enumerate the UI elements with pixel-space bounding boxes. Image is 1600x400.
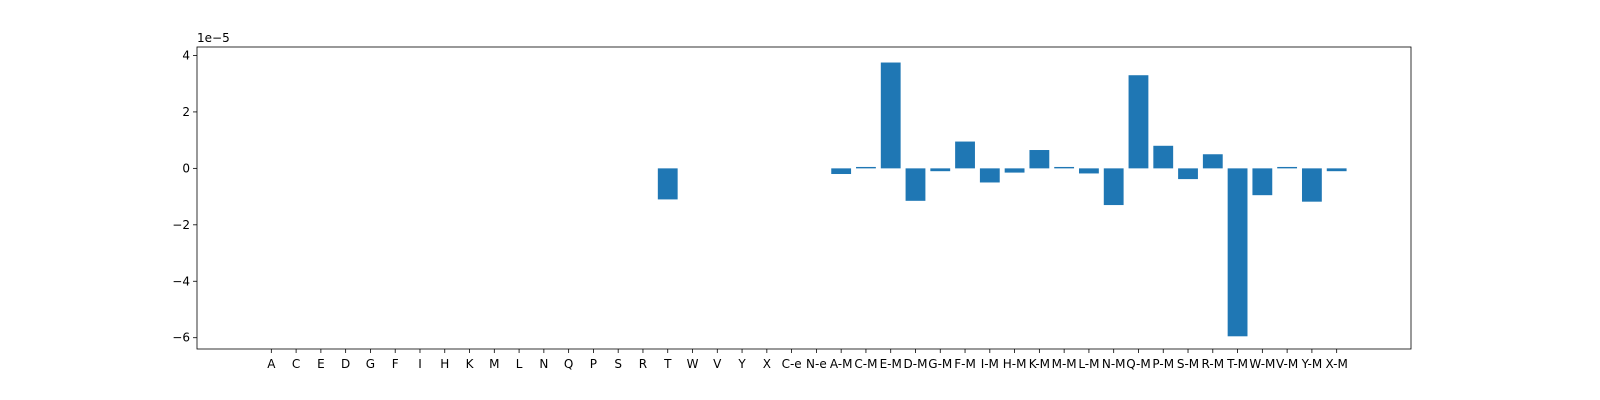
x-tick-label: W-M — [1249, 357, 1275, 371]
y-axis: 4 2 0 −2 −4 −6 — [172, 48, 197, 345]
bar-C-M — [856, 166, 876, 169]
x-tick-label: X-M — [1326, 357, 1348, 371]
bar-I-M — [979, 168, 1000, 183]
x-tick-label: I — [418, 357, 422, 371]
bar-Q-M — [1128, 75, 1149, 169]
x-tick-label: N — [539, 357, 548, 371]
bar-P-M — [1153, 145, 1174, 169]
x-tick-label: F — [392, 357, 399, 371]
y-tick-label: 0 — [182, 161, 190, 175]
bar-M-M — [1054, 166, 1075, 169]
x-tick-label: C-M — [854, 357, 877, 371]
x-tick-label: V — [713, 357, 722, 371]
x-tick-label: N-M — [1102, 357, 1126, 371]
bar-R-M — [1202, 154, 1223, 169]
x-tick-label: C — [292, 357, 300, 371]
x-tick-label: R — [639, 357, 647, 371]
y-tick-label: −4 — [172, 274, 190, 288]
x-tick-label: X — [763, 357, 771, 371]
x-tick-label: E-M — [880, 357, 902, 371]
x-tick-label: P — [590, 357, 597, 371]
bar-A-M — [831, 168, 852, 175]
x-tick-label: E — [317, 357, 325, 371]
x-tick-label: Q — [564, 357, 573, 371]
x-tick-label: W — [687, 357, 699, 371]
bar-T-M — [1227, 168, 1248, 337]
bar-X-M — [1326, 168, 1347, 172]
bar-D-M — [905, 168, 926, 201]
x-tick-label: F-M — [954, 357, 976, 371]
x-tick-label: H — [440, 357, 449, 371]
x-tick-label: A — [267, 357, 276, 371]
x-tick-label: M-M — [1052, 357, 1077, 371]
x-tick-label: V-M — [1276, 357, 1298, 371]
x-axis: A C E D G F I H K M L N Q P S R T W V Y X C-e N-e A-M C-M E-M D-M G… — [267, 349, 1348, 371]
x-tick-label: G-M — [928, 357, 952, 371]
x-tick-label: M — [489, 357, 499, 371]
bar-N-M — [1103, 168, 1124, 206]
x-tick-label: L — [516, 357, 523, 371]
x-tick-label: C-e — [782, 357, 802, 371]
x-tick-label: D — [341, 357, 350, 371]
x-tick-label: T — [663, 357, 672, 371]
x-tick-label: D-M — [904, 357, 928, 371]
bar-F-M — [955, 141, 975, 169]
x-tick-label: T-M — [1226, 357, 1248, 371]
x-tick-label: H-M — [1003, 357, 1027, 371]
bar-W-M — [1252, 168, 1273, 196]
bar-S-M — [1178, 168, 1198, 180]
x-tick-label: S — [614, 357, 622, 371]
x-tick-label: I-M — [981, 357, 999, 371]
x-tick-label: A-M — [830, 357, 853, 371]
x-tick-label: Y — [737, 357, 746, 371]
x-tick-label: P-M — [1152, 357, 1174, 371]
x-tick-label: Y-M — [1301, 357, 1323, 371]
y-tick-label: −6 — [172, 331, 190, 345]
bar-K-M — [1029, 150, 1050, 169]
y-tick-label: 4 — [182, 48, 190, 62]
plot-frame — [196, 46, 1412, 350]
bar-G-M — [930, 168, 951, 172]
x-tick-label: K — [466, 357, 475, 371]
bars-group — [657, 62, 1347, 337]
x-tick-label: S-M — [1177, 357, 1199, 371]
x-tick-label: R-M — [1202, 357, 1225, 371]
bar-V-M — [1277, 166, 1298, 169]
y-tick-label: 2 — [182, 105, 190, 119]
y-offset-label: 1e−5 — [197, 31, 230, 45]
x-tick-label: Q-M — [1126, 357, 1150, 371]
bar-Y-M — [1301, 168, 1322, 202]
bar-E-M — [880, 62, 901, 169]
bar-H-M — [1004, 168, 1025, 173]
bar-T — [657, 168, 678, 200]
x-tick-label: K-M — [1029, 357, 1050, 371]
x-tick-label: N-e — [806, 357, 827, 371]
x-tick-label: L-M — [1078, 357, 1099, 371]
bar-L-M — [1079, 168, 1099, 174]
y-tick-label: −2 — [172, 218, 190, 232]
x-tick-label: G — [366, 357, 375, 371]
